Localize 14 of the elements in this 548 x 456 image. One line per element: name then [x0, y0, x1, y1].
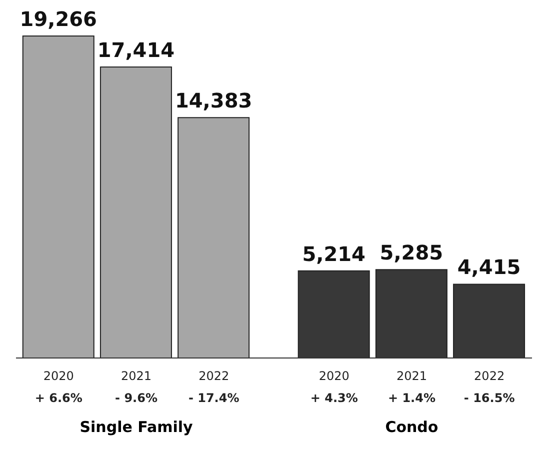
x-tick-label: 2021 - 9.6%: [115, 369, 158, 405]
x-tick-label: 2022 - 17.4%: [188, 369, 240, 405]
data-label: 4,415: [457, 255, 521, 280]
x-tick-label: 2020 + 6.6%: [34, 369, 82, 405]
text: Condo: [384, 418, 440, 436]
data-label: 17,414: [97, 38, 175, 62]
data-label: 19,266: [20, 7, 97, 31]
data-label: 14,383: [174, 88, 252, 113]
x-tick-label: 2020 + 4.3%: [310, 369, 358, 405]
x-tick-label: 2021 + 1.4%: [388, 369, 436, 405]
x-tick-label: 2022 - 16.5%: [464, 369, 515, 405]
text: Single Family: [78, 418, 194, 436]
data-label: 5,285: [380, 240, 444, 265]
data-label: 5,214: [302, 242, 366, 266]
